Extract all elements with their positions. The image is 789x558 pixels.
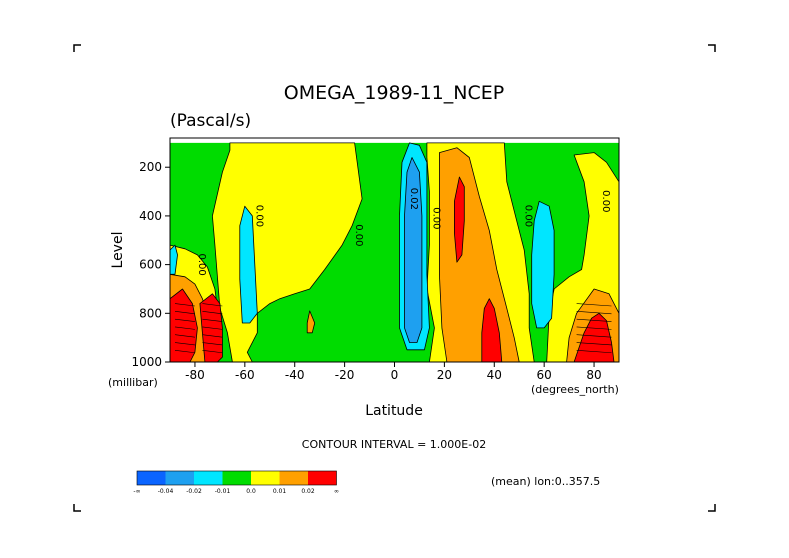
chart-title: OMEGA_1989-11_NCEP: [284, 82, 504, 104]
dense-contour-line: [174, 350, 195, 354]
dense-contour-line: [174, 318, 195, 322]
x-tick-label: 80: [586, 368, 601, 382]
y-unit-label: (millibar): [108, 376, 158, 389]
contour-label: 0.00: [600, 190, 611, 212]
contour-region-orange-blob-small: [306, 310, 316, 334]
x-unit-label: (degrees_north): [531, 383, 619, 396]
dense-contour-line: [202, 311, 223, 315]
mean-lon-text: (mean) lon:0..357.5: [491, 475, 600, 488]
x-tick-label: 40: [487, 368, 502, 382]
colorbar-swatch: [222, 471, 251, 485]
colorbar-label: -0.04: [158, 488, 174, 495]
y-tick-label: 400: [139, 209, 162, 223]
dense-contour-line: [576, 326, 612, 330]
dense-contour-line: [576, 350, 612, 354]
x-tick-label: 60: [537, 368, 552, 382]
corner-marks: [73, 44, 716, 512]
contour-region-blue-equator: [404, 157, 423, 343]
dense-contour-line: [202, 318, 223, 322]
contour-label: 0.00: [353, 224, 364, 246]
x-axis-label: Latitude: [365, 403, 423, 419]
colorbar-label: 0.02: [301, 488, 315, 495]
contour-label: 0.00: [430, 207, 441, 229]
dense-contour-line: [576, 318, 612, 322]
contour-label: 0.00: [253, 205, 264, 227]
colorbar-label: 0.0: [246, 488, 256, 495]
x-tick-label: -20: [335, 368, 355, 382]
contour-label: 0.00: [196, 253, 207, 275]
y-tick-label: 800: [139, 306, 162, 320]
contour-label-layer: 0.00 0.00 0.00 0.02 0.00 0.00 0.00: [196, 188, 611, 276]
x-tick-label: -40: [285, 368, 305, 382]
y-axis: 200 400 600 800 1000: [131, 160, 170, 369]
colorbar-label: -∞: [133, 488, 140, 495]
dense-contour-line: [576, 311, 612, 315]
dense-contour-line: [174, 326, 195, 330]
colorbar-swatch: [308, 471, 337, 485]
colorbar-label: ∞: [334, 488, 339, 495]
dense-contour-line: [174, 342, 195, 346]
colorbar-label: -0.01: [215, 488, 231, 495]
contour-label: 0.02: [408, 188, 419, 210]
dense-contour-line: [576, 342, 612, 346]
colorbar-swatch: [194, 471, 223, 485]
colorbar-label: -0.02: [186, 488, 202, 495]
y-axis-label: Level: [110, 232, 126, 269]
dense-contour-line: [202, 342, 223, 346]
y-tick-label: 600: [139, 258, 162, 272]
contour-label: 0.00: [523, 205, 534, 227]
contour-region-cyan-sh-descent: [239, 205, 258, 324]
contour-interval-text: CONTOUR INTERVAL = 1.000E-02: [302, 438, 486, 451]
chart-units: (Pascal/s): [170, 111, 251, 131]
dense-contour-line: [174, 303, 195, 307]
colorbar-swatch: [251, 471, 280, 485]
x-tick-label: -60: [235, 368, 255, 382]
dense-contour-line: [174, 311, 195, 315]
x-axis: -80 -60 -40 -20 0 20 40 60 80: [185, 362, 602, 382]
dense-contour-line: [174, 334, 195, 338]
contour-fill-layer: [169, 142, 620, 363]
colorbar-label: 0.01: [273, 488, 287, 495]
colorbar-swatch: [137, 471, 166, 485]
x-tick-label: 20: [437, 368, 452, 382]
colorbar-swatch: [165, 471, 194, 485]
contour-region-red-nh-subtropics-upper: [453, 176, 465, 263]
dense-contour-line: [202, 303, 223, 307]
dense-contour-line: [202, 326, 223, 330]
dense-contour-line: [202, 350, 223, 354]
y-tick-label: 200: [139, 160, 162, 174]
dense-contour-line: [202, 334, 223, 338]
x-tick-label: 0: [391, 368, 399, 382]
colorbar-frame: [136, 470, 337, 486]
colorbar: -∞ -0.04 -0.02 -0.01 0.0 0.01 0.02 ∞: [133, 470, 339, 495]
contour-region-cyan-nh-midlat: [531, 200, 555, 329]
dense-contour-line: [576, 303, 612, 307]
y-tick-label: 1000: [131, 355, 162, 369]
x-tick-label: -80: [185, 368, 205, 382]
colorbar-swatch: [279, 471, 308, 485]
dense-contour-line: [576, 334, 612, 338]
